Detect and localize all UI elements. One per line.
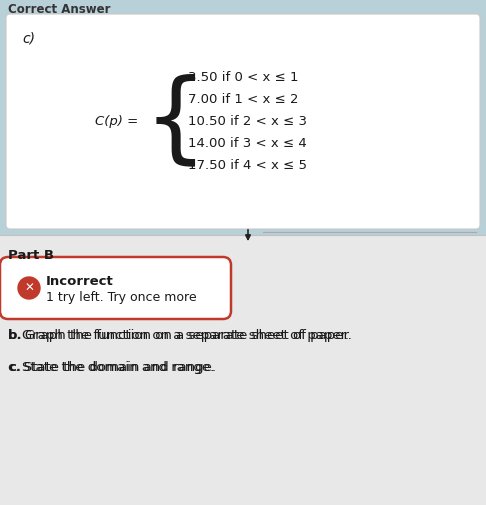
Text: C(p) =: C(p) =: [95, 115, 138, 128]
Text: c. State the domain and range.: c. State the domain and range.: [8, 361, 216, 374]
Text: c): c): [22, 32, 35, 46]
Circle shape: [18, 277, 40, 299]
Text: 1 try left. Try once more: 1 try left. Try once more: [46, 291, 197, 304]
Text: Incorrect: Incorrect: [46, 275, 114, 288]
Text: c.: c.: [8, 361, 21, 374]
Text: 14.00 if 3 < x ≤ 4: 14.00 if 3 < x ≤ 4: [188, 137, 307, 150]
Text: ✕: ✕: [24, 281, 34, 294]
Text: State the domain and range.: State the domain and range.: [22, 361, 214, 374]
Text: b.: b.: [8, 329, 23, 342]
FancyBboxPatch shape: [0, 257, 231, 319]
Bar: [0, 0, 486, 235]
FancyBboxPatch shape: [6, 14, 480, 229]
Text: 7.00 if 1 < x ≤ 2: 7.00 if 1 < x ≤ 2: [188, 93, 298, 106]
Text: Correct Answer: Correct Answer: [8, 3, 110, 16]
Text: b. Graph the function on a separate sheet of paper.: b. Graph the function on a separate shee…: [8, 329, 352, 342]
Text: 10.50 if 2 < x ≤ 3: 10.50 if 2 < x ≤ 3: [188, 115, 307, 128]
Text: 17.50 if 4 < x ≤ 5: 17.50 if 4 < x ≤ 5: [188, 159, 307, 172]
Text: 3.50 if 0 < x ≤ 1: 3.50 if 0 < x ≤ 1: [188, 71, 298, 84]
Text: {: {: [143, 73, 207, 170]
Text: Graph the function on a separate sheet of paper.: Graph the function on a separate sheet o…: [22, 329, 349, 342]
Text: Part B: Part B: [8, 249, 54, 262]
